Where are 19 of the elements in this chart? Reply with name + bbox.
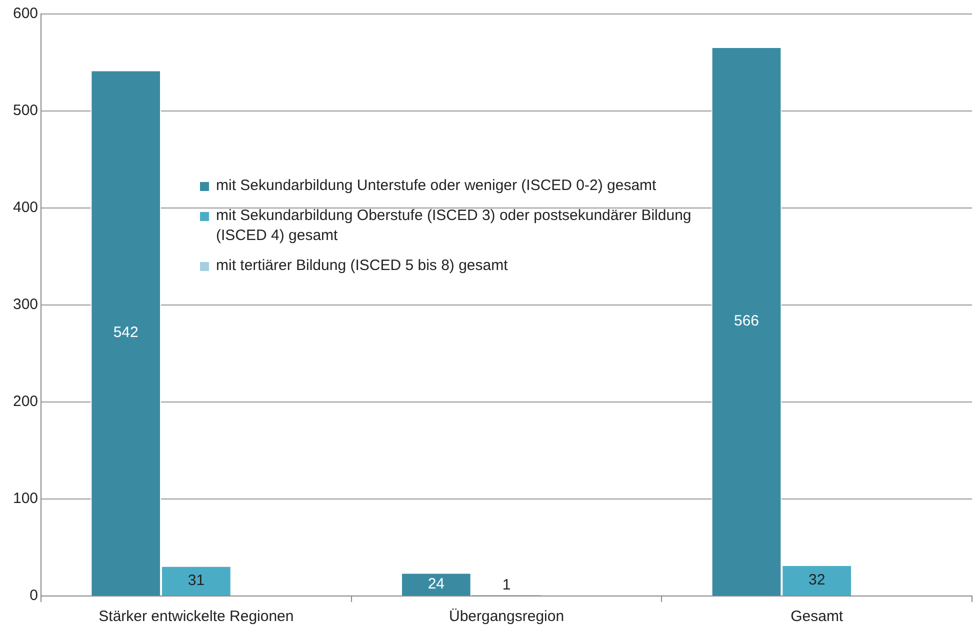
x-tick-label: Gesamt [790,608,844,626]
y-tick-label: 500 [12,102,38,120]
data-label: 566 [734,312,760,330]
data-label: 32 [808,571,826,588]
y-tick-label: 400 [12,199,38,216]
legend-label: mit Sekundarbildung Oberstufe (ISCED 3) oder postsekundärer Bildung (ISCED 4) gesamt [216,206,692,246]
x-tick-label: Stärker entwickelte Regionen [98,608,294,626]
data-label: 1 [502,576,511,594]
y-tick-label: 600 [12,5,38,22]
data-label: 24 [428,575,445,592]
x-tick-label: Übergangsregion [448,608,564,626]
data-label: 31 [188,572,205,589]
y-tick-label: 200 [12,393,38,410]
legend-label: mit Sekundarbildung Unterstufe oder weniger (ISCED 0-2) gesamt [216,176,656,196]
data-label: 542 [113,324,138,342]
legend-label: mit tertiärer Bildung (ISCED 5 bis 8) gesamt [216,256,508,276]
y-tick-label: 0 [30,587,38,604]
y-tick-label: 300 [12,296,38,314]
y-tick-label: 100 [12,490,38,508]
